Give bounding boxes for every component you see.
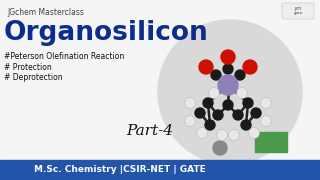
Text: JGchem Masterclass: JGchem Masterclass bbox=[7, 8, 84, 17]
Circle shape bbox=[223, 100, 233, 110]
Circle shape bbox=[185, 116, 196, 127]
Circle shape bbox=[211, 70, 221, 80]
Text: # Protection: # Protection bbox=[4, 63, 52, 72]
Circle shape bbox=[243, 60, 257, 74]
Text: # Deprotection: # Deprotection bbox=[4, 73, 63, 82]
FancyBboxPatch shape bbox=[282, 3, 314, 19]
Text: JBTI
guru: JBTI guru bbox=[293, 7, 303, 15]
Circle shape bbox=[260, 116, 271, 127]
Circle shape bbox=[196, 127, 207, 138]
Circle shape bbox=[243, 98, 253, 108]
Circle shape bbox=[228, 129, 239, 141]
Circle shape bbox=[235, 70, 245, 80]
Circle shape bbox=[213, 141, 227, 155]
Circle shape bbox=[203, 98, 213, 108]
Circle shape bbox=[205, 120, 215, 130]
Text: Organosilicon: Organosilicon bbox=[4, 20, 209, 46]
FancyBboxPatch shape bbox=[255, 132, 287, 152]
Circle shape bbox=[223, 64, 233, 74]
Circle shape bbox=[195, 108, 205, 118]
FancyBboxPatch shape bbox=[0, 160, 320, 180]
Text: Part-4: Part-4 bbox=[126, 124, 173, 138]
Circle shape bbox=[209, 87, 220, 98]
Circle shape bbox=[185, 98, 196, 109]
Circle shape bbox=[221, 50, 235, 64]
Circle shape bbox=[233, 110, 243, 120]
Circle shape bbox=[260, 98, 271, 109]
Circle shape bbox=[199, 60, 213, 74]
Circle shape bbox=[217, 129, 228, 141]
Text: #Peterson Olefination Reaction: #Peterson Olefination Reaction bbox=[4, 52, 124, 61]
Circle shape bbox=[251, 108, 261, 118]
Circle shape bbox=[213, 110, 223, 120]
Circle shape bbox=[236, 87, 247, 98]
Circle shape bbox=[241, 120, 251, 130]
Circle shape bbox=[158, 20, 302, 164]
Text: M.Sc. Chemistry |CSIR-NET | GATE: M.Sc. Chemistry |CSIR-NET | GATE bbox=[34, 165, 206, 174]
Circle shape bbox=[218, 75, 238, 95]
Circle shape bbox=[249, 127, 260, 138]
